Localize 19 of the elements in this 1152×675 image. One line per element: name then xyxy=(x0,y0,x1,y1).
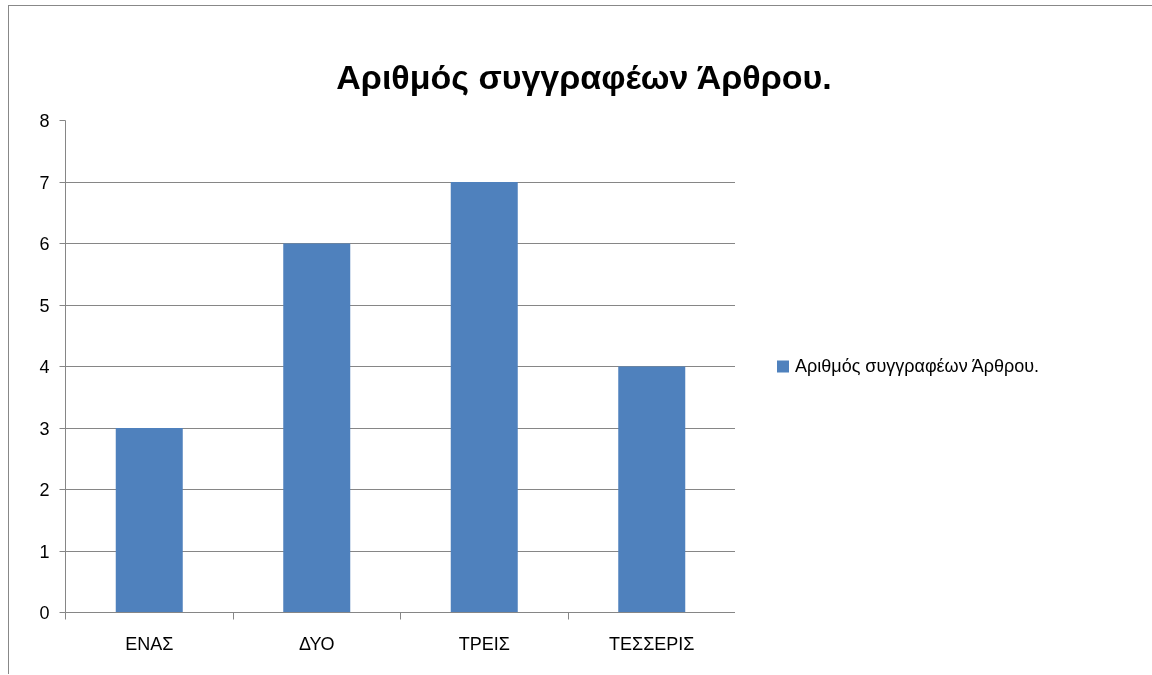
legend-label: Αριθμός συγγραφέων Άρθρου. xyxy=(795,355,1040,377)
y-tick-label: 0 xyxy=(39,603,50,623)
y-tick-label: 4 xyxy=(39,357,50,377)
y-tick-label: 6 xyxy=(39,234,50,254)
y-tick-label: 3 xyxy=(39,418,50,439)
bar xyxy=(115,428,183,613)
x-tick-label: ΤΕΣΣΕΡΙΣ xyxy=(609,633,695,654)
y-tick-label: 7 xyxy=(39,172,50,193)
x-tick-label: ΕΝΑΣ xyxy=(125,633,174,654)
x-tick-label: ΔΥΟ xyxy=(298,633,335,654)
bar xyxy=(283,243,351,613)
bar xyxy=(450,182,518,613)
bar xyxy=(618,366,686,613)
y-tick-label: 5 xyxy=(39,295,50,316)
y-tick-label: 2 xyxy=(39,480,50,500)
chart-title: Αριθμός συγγραφέων Άρθρου. xyxy=(336,58,832,98)
y-tick-label: 1 xyxy=(39,541,50,562)
y-tick-label: 8 xyxy=(39,111,50,131)
x-tick-label: ΤΡΕΙΣ xyxy=(458,633,510,654)
